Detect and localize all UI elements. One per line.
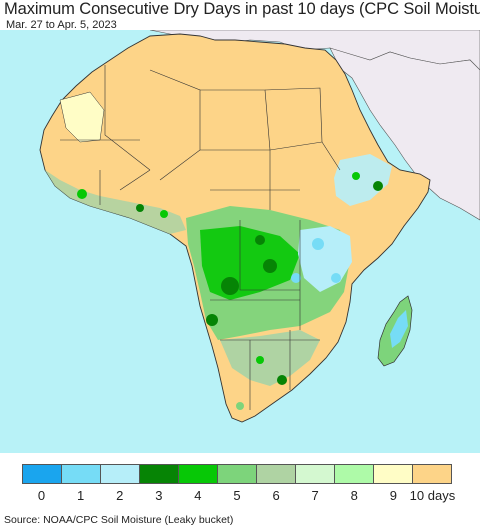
legend-label-10: 10 days [409, 488, 456, 503]
legend-label-3: 3 [155, 488, 163, 503]
legend-swatch-4 [179, 465, 218, 483]
legend-label-0: 0 [37, 488, 46, 503]
legend-swatch-6 [257, 465, 296, 483]
legend-label-7: 7 [311, 488, 319, 503]
west-africa-coast [45, 170, 186, 234]
legend-label-1: 1 [77, 488, 85, 503]
horn-of-africa [334, 154, 392, 206]
legend-label-6: 6 [272, 488, 280, 503]
source-note: Source: NOAA/CPC Soil Moisture (Leaky bu… [4, 514, 234, 526]
legend-swatch-2 [101, 465, 140, 483]
legend-swatch-7 [296, 465, 335, 483]
legend-swatch-0 [23, 465, 62, 483]
southern-africa-green [220, 330, 320, 386]
legend-swatch-8 [335, 465, 374, 483]
legend-swatch-10 [413, 465, 451, 483]
madagascar-wet [390, 310, 408, 348]
legend-label-2: 2 [116, 488, 124, 503]
legend-labels: 0 1 2 3 4 5 6 7 8 9 10 days [22, 488, 455, 504]
africa-map [0, 30, 480, 453]
legend-label-9: 9 [389, 488, 397, 503]
middle-east-land [329, 47, 480, 221]
date-range: Mar. 27 to Apr. 5, 2023 [6, 19, 117, 31]
legend-label-5: 5 [233, 488, 241, 503]
legend-swatch-3 [140, 465, 179, 483]
country-borders [60, 65, 341, 410]
legend-colorbar [22, 464, 452, 484]
legend-swatch-9 [374, 465, 413, 483]
map-svg [0, 30, 480, 453]
map-title: Maximum Consecutive Dry Days in past 10 … [4, 0, 480, 18]
legend-swatch-1 [62, 465, 101, 483]
legend-swatch-5 [218, 465, 257, 483]
legend-label-8: 8 [350, 488, 358, 503]
legend-label-4: 4 [194, 488, 202, 503]
